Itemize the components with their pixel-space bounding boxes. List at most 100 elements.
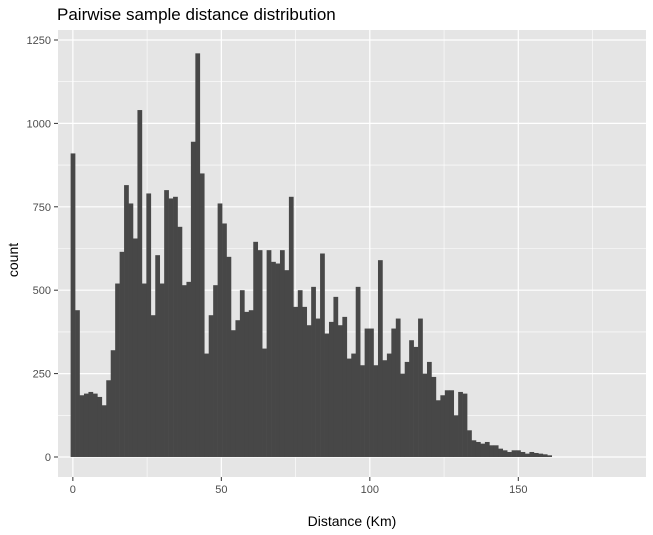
- histogram-bar: [83, 393, 89, 457]
- histogram-bar: [208, 315, 214, 457]
- histogram-bar: [435, 400, 441, 457]
- histogram-bar: [320, 253, 325, 457]
- histogram-bar: [177, 226, 183, 457]
- histogram-bar: [115, 283, 120, 457]
- histogram-bar: [462, 393, 468, 457]
- histogram-bar: [489, 445, 495, 457]
- histogram-bar: [386, 353, 392, 457]
- histogram-bar: [132, 238, 138, 457]
- histogram-bar: [195, 53, 201, 457]
- x-tick-label: 50: [215, 484, 227, 496]
- histogram-bar: [101, 405, 107, 457]
- histogram-bar: [97, 396, 103, 457]
- x-tick-label: 150: [509, 484, 527, 496]
- histogram-bar: [391, 328, 397, 457]
- histogram-bar: [337, 325, 343, 457]
- y-tick-label: 0: [45, 452, 51, 464]
- histogram-bar: [426, 361, 432, 457]
- histogram-bar: [431, 376, 437, 457]
- histogram-bar: [449, 390, 455, 457]
- histogram-bar: [173, 196, 178, 457]
- histogram-bar: [444, 390, 450, 457]
- histogram-bar: [440, 395, 446, 457]
- histogram-bar: [70, 153, 76, 457]
- histogram-bar: [418, 318, 423, 457]
- histogram-bar: [409, 340, 414, 457]
- histogram-bar: [507, 451, 512, 457]
- histogram-bar: [186, 281, 192, 457]
- histogram-bar: [395, 318, 401, 457]
- grid-minor: [58, 30, 646, 477]
- histogram-bar: [538, 453, 544, 457]
- histogram-bar: [369, 328, 374, 457]
- histogram-bar: [377, 260, 383, 457]
- histogram-bar: [533, 452, 539, 457]
- y-tick-label: 750: [33, 202, 51, 214]
- y-tick-label: 1250: [27, 35, 51, 47]
- histogram-bar: [155, 255, 161, 457]
- histogram-bar: [226, 256, 232, 457]
- histogram-bar: [284, 270, 290, 457]
- y-tick-label: 250: [33, 369, 51, 381]
- histogram-bar: [529, 451, 535, 457]
- histogram-bar: [400, 373, 406, 457]
- histogram-bar: [244, 311, 250, 457]
- histogram-bar: [306, 325, 312, 457]
- histogram-bar: [542, 454, 548, 457]
- histogram-bar: [146, 193, 152, 457]
- histogram-bar: [204, 353, 210, 457]
- histogram-bar: [222, 223, 227, 457]
- x-tick-label: 100: [361, 484, 379, 496]
- histogram-bar: [480, 443, 486, 457]
- histogram-bar: [106, 380, 112, 457]
- x-axis-label: Distance (Km): [308, 513, 397, 529]
- histogram-bar: [297, 290, 303, 457]
- histogram-bar: [351, 353, 357, 457]
- histogram-bar: [262, 348, 267, 457]
- histogram-bar: [213, 285, 218, 457]
- histogram-bar: [471, 440, 477, 457]
- histogram-bar: [230, 330, 236, 457]
- histogram-bar: [422, 373, 428, 457]
- histogram-bar: [328, 321, 334, 457]
- histogram-bar: [141, 283, 147, 457]
- histogram-bar: [275, 263, 281, 457]
- histogram-bar: [88, 391, 94, 457]
- histogram-bar: [293, 306, 299, 457]
- histogram-bar: [311, 286, 316, 457]
- histogram-bar: [547, 455, 553, 457]
- histogram-bar: [168, 198, 174, 457]
- histogram-bar: [360, 365, 365, 457]
- histogram-bar: [79, 395, 85, 457]
- histogram-bar: [355, 286, 361, 457]
- histogram-bar: [475, 441, 481, 457]
- histogram-bar: [520, 451, 526, 457]
- histogram-bar: [324, 333, 330, 457]
- histogram-bar: [467, 430, 472, 457]
- histogram-bar: [239, 290, 245, 457]
- histogram-bar: [342, 316, 348, 457]
- x-tick-label: 0: [70, 484, 76, 496]
- y-tick-label: 1000: [27, 118, 51, 130]
- histogram-bar: [493, 445, 499, 457]
- histogram-bar: [458, 391, 463, 457]
- histogram-bar: [484, 441, 490, 457]
- y-tick-label: 500: [33, 285, 51, 297]
- histogram-bar: [235, 320, 241, 457]
- histogram-bar: [516, 450, 521, 457]
- histogram-bar: [498, 448, 504, 457]
- histogram-bar: [190, 141, 196, 457]
- histogram-bar: [257, 250, 263, 457]
- histogram-bar: [302, 306, 308, 457]
- histogram-bar: [404, 361, 410, 457]
- histogram-bar: [119, 251, 125, 457]
- x-axis: 0 50 100 150: [70, 477, 527, 496]
- histogram-bar: [266, 250, 272, 457]
- histogram-bar: [92, 393, 98, 457]
- histogram-bar: [279, 250, 285, 457]
- histogram-bar: [124, 185, 129, 457]
- histogram-bar: [248, 310, 254, 457]
- histogram-bar: [150, 315, 156, 457]
- histogram-bar: [137, 110, 143, 457]
